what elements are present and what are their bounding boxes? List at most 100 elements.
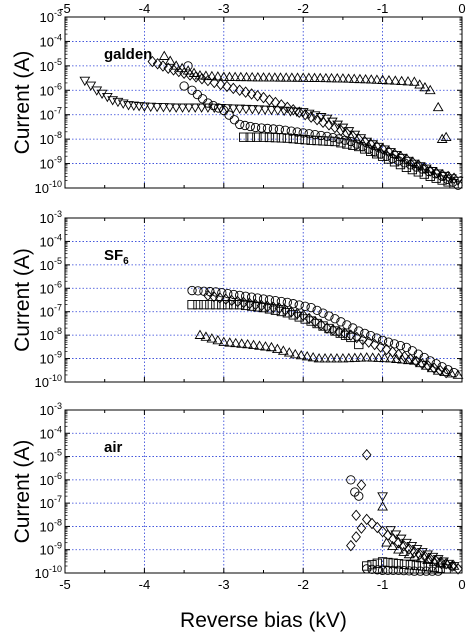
data-point-diamond xyxy=(381,343,392,356)
data-point-diamond xyxy=(342,127,352,140)
panel-label: air xyxy=(104,439,123,456)
data-point-triangle-up xyxy=(194,70,206,80)
data-point-circle xyxy=(224,110,234,120)
data-point-circle xyxy=(300,301,310,311)
data-point-diamond xyxy=(372,521,383,534)
data-point-triangle-up xyxy=(295,349,307,360)
data-point-triangle-down xyxy=(246,105,258,115)
data-point-square xyxy=(270,305,281,315)
data-point-circle xyxy=(250,122,261,133)
data-point-triangle-up xyxy=(435,557,447,568)
data-point-diamond xyxy=(191,71,201,83)
data-point-square xyxy=(367,559,377,570)
data-point-diamond xyxy=(363,336,374,348)
y-tick-label: 10-9 xyxy=(40,541,62,558)
data-point-triangle-up xyxy=(269,72,281,82)
data-point-circle xyxy=(256,123,267,133)
data-point-triangle-up xyxy=(398,546,410,556)
data-point-triangle-down xyxy=(96,89,108,100)
data-point-triangle-up xyxy=(337,73,349,83)
data-point-diamond xyxy=(369,338,380,351)
data-point-diamond xyxy=(388,533,398,545)
x-tick-label-top: 0 xyxy=(458,1,465,16)
data-point-triangle-up xyxy=(266,341,277,352)
y-tick-label: 10-5 xyxy=(40,256,62,273)
y-axis-label: Current (A) xyxy=(11,51,34,155)
data-point-diamond xyxy=(163,62,174,74)
data-point-square xyxy=(395,159,406,170)
data-point-triangle-up xyxy=(424,84,436,95)
data-point-triangle-up xyxy=(403,354,414,365)
data-point-triangle-up xyxy=(277,345,289,355)
data-point-triangle-up xyxy=(414,79,426,89)
data-point-circle xyxy=(213,103,224,113)
data-point-circle xyxy=(288,299,298,309)
y-tick-label: 10-3 xyxy=(40,209,62,226)
data-point-triangle-down xyxy=(164,103,176,113)
data-point-square xyxy=(360,144,370,154)
x-tick-label-top: -2 xyxy=(297,1,309,16)
x-tick-label-top: -1 xyxy=(377,1,389,16)
panel-label: galden xyxy=(104,46,152,63)
y-tick-label: 10-9 xyxy=(40,350,62,367)
data-point-triangle-up xyxy=(206,333,218,343)
data-point-triangle-up xyxy=(432,365,444,375)
data-point-triangle-up xyxy=(230,337,242,348)
data-point-diamond xyxy=(398,540,409,552)
data-point-square xyxy=(348,140,358,150)
data-point-square xyxy=(294,134,304,144)
data-point-triangle-up xyxy=(286,72,298,82)
data-point-triangle-up xyxy=(377,74,389,84)
data-point-square xyxy=(235,300,245,310)
data-point-triangle-down xyxy=(253,105,265,115)
data-point-triangle-down xyxy=(202,103,214,113)
data-point-triangle-up xyxy=(408,76,420,86)
y-tick-label: 10-7 xyxy=(40,106,62,123)
y-tick-label: 10-10 xyxy=(35,373,62,390)
y-tick-label: 10-6 xyxy=(40,81,62,98)
data-point-triangle-up xyxy=(448,560,460,570)
data-point-square xyxy=(383,154,394,164)
data-point-square xyxy=(399,559,410,569)
data-point-diamond xyxy=(383,529,393,542)
data-point-triangle-up xyxy=(252,72,264,82)
data-point-square xyxy=(335,328,345,338)
data-point-triangle-up xyxy=(387,540,398,551)
data-point-triangle-up xyxy=(439,366,451,377)
data-point-triangle-up xyxy=(371,74,383,84)
data-point-triangle-up xyxy=(419,81,431,92)
data-point-triangle-down xyxy=(349,130,361,141)
data-point-circle xyxy=(401,342,412,353)
data-point-triangle-up xyxy=(367,352,379,362)
data-point-triangle-up xyxy=(420,360,432,370)
data-point-square xyxy=(383,557,393,568)
data-point-triangle-up xyxy=(337,353,349,363)
data-point-triangle-up xyxy=(248,339,259,350)
data-point-circle xyxy=(193,286,203,296)
data-point-square xyxy=(419,169,429,179)
data-point-square xyxy=(371,149,382,159)
x-tick-label-top: -4 xyxy=(139,1,151,16)
data-point-diamond xyxy=(174,65,184,78)
data-point-circle xyxy=(208,100,218,111)
data-point-triangle-up xyxy=(348,73,360,83)
data-point-square xyxy=(312,318,322,329)
data-point-diamond xyxy=(288,104,299,116)
data-point-diamond xyxy=(393,348,404,361)
data-point-diamond xyxy=(270,96,281,109)
data-point-diamond xyxy=(443,170,453,183)
y-tick-label: 10-10 xyxy=(35,564,62,581)
data-point-square xyxy=(342,139,352,149)
data-point-circle xyxy=(229,289,239,300)
data-point-diamond xyxy=(197,72,207,85)
data-point-square xyxy=(393,559,404,569)
data-point-triangle-up xyxy=(402,76,414,86)
plot-frame xyxy=(64,217,463,383)
data-point-triangle-up xyxy=(385,353,396,363)
data-point-diamond xyxy=(168,64,179,76)
data-point-square xyxy=(389,157,400,167)
data-point-diamond xyxy=(318,116,328,129)
data-point-triangle-up xyxy=(446,368,457,378)
data-point-circle xyxy=(187,285,197,296)
data-point-square xyxy=(300,314,310,324)
